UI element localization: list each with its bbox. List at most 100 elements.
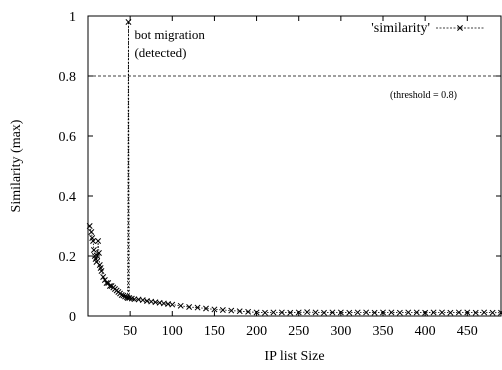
x-tick-label: 400 bbox=[415, 324, 436, 339]
y-axis-ticks: 0 0.2 0.4 0.6 0.8 1 bbox=[59, 10, 501, 325]
data-point bbox=[498, 309, 502, 316]
data-point bbox=[96, 250, 102, 256]
x-tick-label: 250 bbox=[288, 324, 309, 339]
data-point-stroke bbox=[106, 283, 113, 289]
data-point bbox=[98, 268, 105, 274]
x-tick-label: 350 bbox=[373, 324, 394, 339]
data-point-stroke bbox=[278, 309, 285, 316]
data-point bbox=[287, 309, 294, 316]
y-tick-label: 0.6 bbox=[59, 130, 77, 145]
data-point-stroke bbox=[90, 247, 97, 253]
threshold-label: (threshold = 0.8) bbox=[390, 90, 457, 101]
data-point-stroke bbox=[89, 235, 96, 241]
data-point bbox=[186, 304, 193, 310]
data-point-stroke bbox=[194, 304, 201, 311]
data-point bbox=[363, 309, 370, 316]
data-point-stroke bbox=[498, 310, 502, 316]
x-tick-label: 50 bbox=[123, 324, 137, 339]
data-point-stroke bbox=[169, 301, 176, 308]
data-point-stroke bbox=[98, 268, 105, 274]
data-point-stroke bbox=[91, 253, 98, 259]
data-point bbox=[396, 309, 403, 316]
data-point-stroke bbox=[97, 265, 104, 271]
data-point bbox=[211, 306, 218, 313]
data-point-stroke bbox=[388, 309, 395, 316]
data-point-stroke bbox=[92, 256, 99, 262]
similarity-series-points bbox=[86, 19, 502, 316]
data-point-stroke bbox=[94, 253, 101, 259]
data-point-stroke bbox=[439, 309, 445, 316]
legend: 'similarity' bbox=[371, 21, 484, 36]
x-tick-label: 150 bbox=[204, 324, 225, 339]
data-point-stroke bbox=[245, 308, 252, 315]
data-point bbox=[106, 283, 113, 289]
data-point-stroke bbox=[354, 309, 361, 316]
data-point bbox=[371, 309, 378, 316]
data-point-stroke bbox=[219, 307, 226, 313]
data-point-stroke bbox=[96, 262, 103, 268]
data-point-stroke bbox=[321, 309, 327, 316]
data-point-stroke bbox=[489, 309, 496, 316]
data-point-stroke bbox=[472, 309, 479, 316]
data-point bbox=[413, 309, 420, 316]
data-point bbox=[120, 292, 127, 299]
data-point bbox=[253, 309, 260, 316]
data-point bbox=[278, 309, 285, 316]
data-point bbox=[90, 238, 97, 244]
y-tick-label: 0.4 bbox=[59, 190, 77, 205]
data-point bbox=[337, 309, 344, 316]
y-tick-label: 0.8 bbox=[59, 70, 77, 85]
data-point bbox=[118, 292, 125, 298]
data-point-stroke bbox=[125, 19, 132, 25]
data-point bbox=[203, 305, 209, 312]
data-point bbox=[236, 308, 243, 315]
detected-annotation: (detected) bbox=[134, 45, 186, 60]
data-point bbox=[270, 309, 277, 316]
data-point bbox=[245, 308, 252, 315]
data-point-stroke bbox=[270, 309, 277, 316]
data-point-stroke bbox=[464, 309, 471, 316]
data-point-stroke bbox=[304, 309, 311, 316]
data-point-stroke bbox=[413, 309, 420, 316]
data-point-stroke bbox=[380, 309, 386, 316]
data-point-stroke bbox=[96, 250, 102, 256]
y-tick-label: 1 bbox=[69, 10, 76, 25]
x-tick-label: 450 bbox=[457, 324, 478, 339]
data-point-stroke bbox=[422, 309, 429, 316]
data-point bbox=[88, 229, 95, 235]
data-point-stroke bbox=[430, 309, 437, 316]
legend-marker-x bbox=[457, 25, 463, 31]
data-point-stroke bbox=[329, 309, 336, 316]
data-point-stroke bbox=[101, 277, 108, 283]
data-point-stroke bbox=[253, 309, 260, 316]
data-point bbox=[380, 309, 386, 316]
y-axis-title: Similarity (max) bbox=[9, 119, 24, 212]
data-point bbox=[405, 309, 412, 316]
data-point-stroke bbox=[177, 302, 184, 309]
data-point-stroke bbox=[363, 309, 370, 316]
data-point-stroke bbox=[86, 223, 93, 229]
data-point-stroke bbox=[126, 295, 133, 301]
data-point-stroke bbox=[120, 292, 127, 299]
data-point bbox=[86, 223, 93, 229]
data-point-stroke bbox=[295, 309, 302, 316]
data-point bbox=[219, 307, 226, 313]
plot-frame bbox=[87, 15, 502, 317]
data-point-stroke bbox=[346, 309, 353, 316]
data-point-stroke bbox=[203, 305, 209, 312]
legend-marker-stroke bbox=[457, 25, 463, 31]
data-point bbox=[90, 247, 97, 253]
bot-migration-annotation: bot migration bbox=[134, 27, 205, 42]
x-axis-title: IP list Size bbox=[264, 349, 324, 364]
data-point-stroke bbox=[262, 309, 268, 316]
data-point-stroke bbox=[287, 309, 294, 316]
data-point bbox=[312, 309, 319, 316]
data-point-stroke bbox=[93, 259, 100, 265]
data-point-stroke bbox=[211, 306, 218, 313]
data-point bbox=[321, 309, 327, 316]
data-point-stroke bbox=[105, 280, 112, 286]
x-tick-label: 300 bbox=[330, 324, 351, 339]
data-point-stroke bbox=[337, 309, 344, 316]
x-axis-ticks: 50 100 150 200 250 300 350 400 450 bbox=[123, 16, 478, 339]
